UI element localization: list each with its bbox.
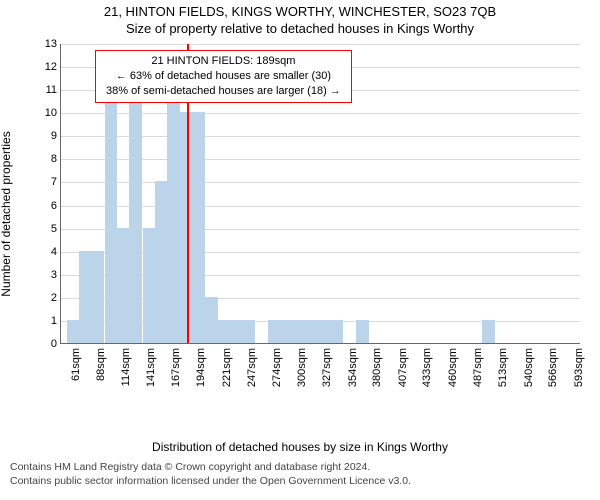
x-tick-label: 221sqm (221, 348, 233, 387)
histogram-bar (67, 320, 80, 343)
x-tick-label: 61sqm (70, 348, 82, 381)
chart-title-line1: 21, HINTON FIELDS, KINGS WORTHY, WINCHES… (0, 4, 600, 19)
x-tick-label: 274sqm (271, 348, 283, 387)
histogram-bar (105, 89, 118, 343)
histogram-bar (331, 320, 344, 343)
x-tick-label: 114sqm (120, 348, 132, 386)
y-tick-label: 3 (29, 269, 57, 281)
histogram-bar (268, 320, 281, 343)
histogram-bar (243, 320, 256, 343)
x-axis-label: Distribution of detached houses by size … (0, 440, 600, 454)
histogram-bar (218, 320, 231, 343)
histogram-bar (129, 66, 142, 343)
y-tick-label: 11 (29, 84, 57, 96)
plot-region: 012345678910111213 21 HINTON FIELDS: 189… (60, 44, 580, 344)
footer-line1: Contains HM Land Registry data © Crown c… (10, 460, 600, 474)
histogram-bar (318, 320, 331, 343)
y-axis-label: Number of detached properties (0, 131, 13, 296)
histogram-bar (92, 251, 105, 343)
x-tick-label: 487sqm (472, 348, 484, 387)
y-tick-label: 5 (29, 223, 57, 235)
y-tick-label: 8 (29, 153, 57, 165)
histogram-bar (231, 320, 244, 343)
histogram-bar (356, 320, 369, 343)
x-tick-label: 300sqm (296, 348, 308, 387)
y-tick-label: 4 (29, 246, 57, 258)
x-tick-label: 433sqm (421, 348, 433, 387)
x-tick-label: 167sqm (170, 348, 182, 387)
annotation-line1: 21 HINTON FIELDS: 189sqm (106, 54, 341, 69)
y-tick-label: 13 (29, 38, 57, 50)
x-tick-label: 407sqm (397, 348, 409, 387)
x-tick-label: 566sqm (547, 348, 559, 387)
histogram-bar (79, 251, 92, 343)
x-tick-label: 141sqm (145, 348, 157, 387)
annotation-line3: 38% of semi-detached houses are larger (… (106, 84, 341, 99)
histogram-bar (205, 297, 218, 343)
chart-titles: 21, HINTON FIELDS, KINGS WORTHY, WINCHES… (0, 0, 600, 36)
x-tick-label: 247sqm (246, 348, 258, 387)
gridline (61, 44, 580, 45)
histogram-bar (155, 181, 168, 343)
x-tick-label: 460sqm (447, 348, 459, 387)
y-tick-label: 0 (29, 338, 57, 350)
histogram-bar (281, 320, 294, 343)
y-tick-label: 6 (29, 200, 57, 212)
histogram-bar (482, 320, 495, 343)
x-tick-label: 380sqm (371, 348, 383, 387)
y-tick-label: 1 (29, 315, 57, 327)
histogram-bar (167, 89, 180, 343)
annotation-box: 21 HINTON FIELDS: 189sqm ← 63% of detach… (95, 50, 352, 103)
histogram-bar (293, 320, 306, 343)
x-tick-label: 88sqm (95, 348, 107, 381)
y-tick-label: 12 (29, 61, 57, 73)
histogram-bar (193, 112, 206, 343)
chart-area: Number of detached properties 0123456789… (36, 44, 596, 384)
y-tick-label: 7 (29, 176, 57, 188)
footer: Contains HM Land Registry data © Crown c… (0, 460, 600, 488)
annotation-line2: ← 63% of detached houses are smaller (30… (106, 69, 341, 84)
histogram-bar (143, 228, 156, 343)
x-tick-label: 194sqm (195, 348, 207, 387)
x-tick-label: 354sqm (347, 348, 359, 387)
y-tick-label: 9 (29, 130, 57, 142)
histogram-bar (306, 320, 319, 343)
x-tick-label: 593sqm (573, 348, 585, 387)
footer-line2: Contains public sector information licen… (10, 474, 600, 488)
x-tick-label: 513sqm (497, 348, 509, 387)
y-tick-label: 10 (29, 107, 57, 119)
x-tick-label: 327sqm (321, 348, 333, 387)
chart-title-line2: Size of property relative to detached ho… (0, 21, 600, 36)
y-tick-label: 2 (29, 292, 57, 304)
x-tick-label: 540sqm (523, 348, 535, 387)
histogram-bar (117, 228, 130, 343)
